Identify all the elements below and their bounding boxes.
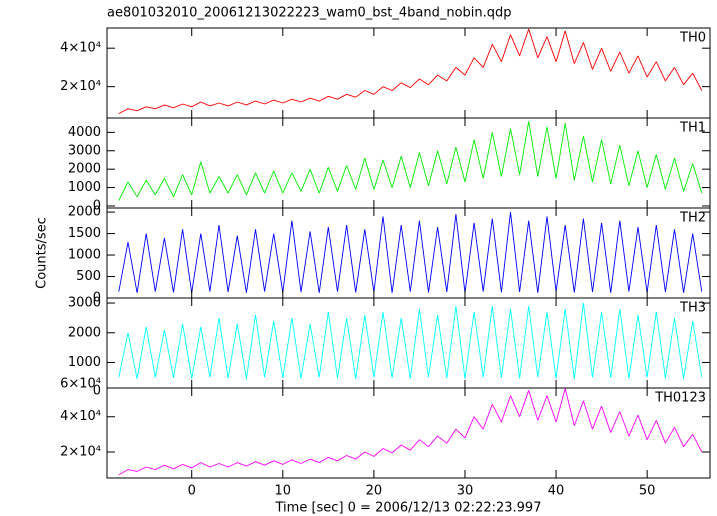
data-line xyxy=(118,388,703,476)
y-tick-label: 1000 xyxy=(68,180,101,195)
x-tick-label: 0 xyxy=(188,484,196,499)
y-tick-label: 0 xyxy=(93,291,101,306)
y-tick-label: 4×10⁴ xyxy=(60,41,101,56)
y-tick-label: 0 xyxy=(93,198,101,213)
y-tick-label: 3000 xyxy=(68,296,101,311)
y-tick-label: 2×10⁴ xyxy=(60,79,101,94)
x-tick-label: 10 xyxy=(275,484,292,499)
y-tick-label: 1500 xyxy=(68,226,101,241)
y-tick-label: 0 xyxy=(93,384,101,399)
y-tick-label: 2×10⁴ xyxy=(60,445,101,460)
x-tick-label: 20 xyxy=(366,484,383,499)
y-axis-label: Counts/sec xyxy=(35,217,50,289)
panel-label: TH1 xyxy=(679,121,706,136)
panel-frame xyxy=(106,117,711,209)
y-tick-label: 1000 xyxy=(68,355,101,370)
y-tick-label: 2000 xyxy=(68,162,101,177)
x-tick-label: 40 xyxy=(548,484,565,499)
panel-frame xyxy=(106,27,711,119)
y-tick-label: 2000 xyxy=(68,205,101,220)
panel-frame xyxy=(106,387,711,479)
panel-label: TH3 xyxy=(679,301,706,316)
data-line xyxy=(118,302,703,379)
panel-label: TH0123 xyxy=(654,391,706,406)
data-line xyxy=(118,212,703,293)
y-tick-label: 6×10⁴ xyxy=(60,377,101,392)
data-line xyxy=(118,28,703,114)
chart-title: ae801032010_20061213022223_wam0_bst_4ban… xyxy=(107,6,512,21)
y-tick-label: 2000 xyxy=(68,325,101,340)
y-tick-label: 500 xyxy=(76,269,101,284)
x-tick-label: 50 xyxy=(639,484,656,499)
data-line xyxy=(118,121,703,201)
y-tick-label: 4000 xyxy=(68,125,101,140)
panel-label: TH2 xyxy=(679,211,706,226)
y-tick-label: 1000 xyxy=(68,248,101,263)
x-axis-label: Time [sec] 0 = 2006/12/13 02:22:23.997 xyxy=(275,501,542,516)
y-tick-label: 4×10⁴ xyxy=(60,409,101,424)
panel-label: TH0 xyxy=(679,31,706,46)
y-tick-label: 3000 xyxy=(68,143,101,158)
x-tick-label: 30 xyxy=(457,484,474,499)
